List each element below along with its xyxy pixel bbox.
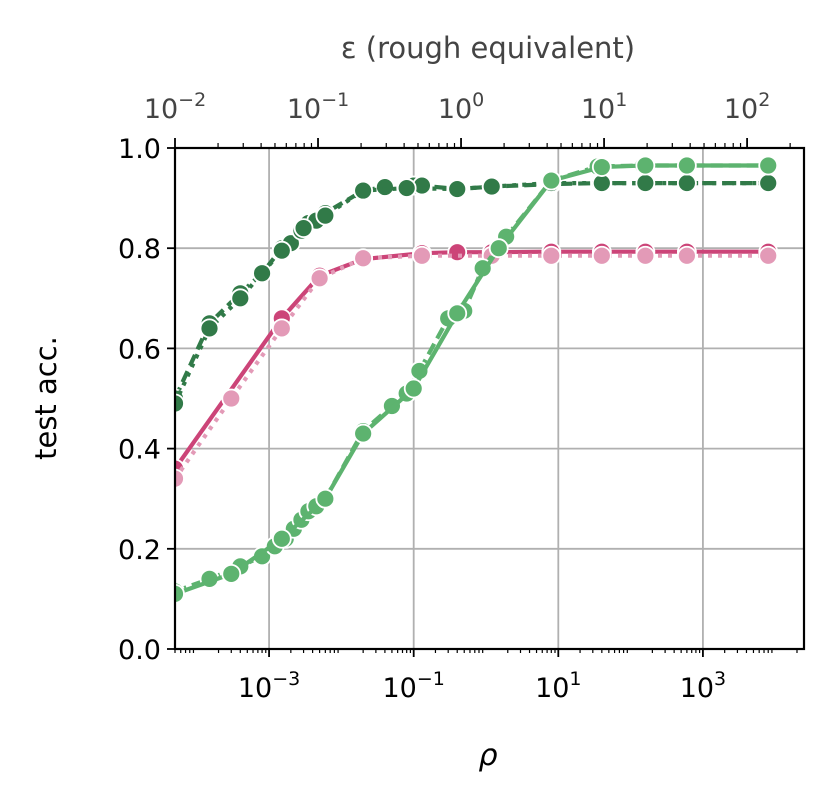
series-3-point — [635, 245, 656, 266]
series-1-point — [447, 179, 468, 199]
x-tick-label: 101 — [535, 668, 581, 704]
series-3-point — [353, 248, 374, 269]
grid — [175, 147, 804, 650]
y-axis-label: test acc. — [29, 336, 63, 460]
series-3-point — [758, 245, 779, 266]
series-5-point — [676, 155, 697, 176]
x-tick-label: 10−3 — [238, 668, 300, 704]
series-3-point — [175, 468, 185, 489]
series-5-point — [541, 170, 562, 191]
series-5-point — [591, 157, 612, 177]
series-4-line — [175, 163, 769, 594]
top-tick-label: 101 — [581, 89, 627, 125]
top-tick-label: 10−1 — [287, 89, 349, 125]
series-1-point — [481, 176, 502, 197]
x-tick-label: 103 — [680, 668, 726, 704]
series-3-point — [412, 245, 432, 266]
series-1-point — [353, 180, 374, 201]
series-1-point — [293, 218, 314, 239]
y-tick-label: 0.8 — [118, 234, 161, 265]
series-1-point — [396, 178, 417, 198]
series-1-point — [271, 240, 292, 261]
series-3-point — [591, 245, 612, 266]
x-axis-label: ρ — [478, 738, 497, 773]
y-tick-label: 0.2 — [118, 535, 161, 566]
series-1-point — [315, 205, 336, 226]
series-5-point — [353, 423, 374, 444]
y-tick-label: 0.0 — [118, 635, 161, 666]
y-tick-label: 1.0 — [118, 134, 161, 165]
series-2-line — [175, 249, 769, 470]
series-1-point — [252, 263, 272, 284]
x-tick-label: 10−1 — [383, 668, 445, 704]
series-3-point — [541, 245, 562, 266]
ticks: 0.0 0.2 0.4 0.6 0.8 1.0 10−3 10−1 101 103 10−2 10−1… — [118, 89, 798, 704]
series-5-point — [403, 378, 424, 399]
series-3-point — [221, 388, 242, 409]
series-1-point — [635, 173, 656, 193]
series-3-point — [309, 268, 330, 289]
series-4 — [175, 155, 779, 602]
top-tick-label: 100 — [438, 89, 484, 125]
series-5-point — [758, 155, 779, 176]
series-5-point — [175, 583, 185, 604]
series-5-point — [271, 528, 292, 549]
series-5-point — [221, 563, 242, 584]
series-3 — [175, 245, 779, 489]
series-5-point — [488, 238, 509, 259]
series-2-point — [447, 242, 468, 263]
series-5-point — [447, 303, 468, 324]
y-tick-label: 0.6 — [118, 334, 161, 365]
series-3-point — [271, 318, 292, 339]
top-tick-label: 102 — [724, 89, 770, 125]
top-tick-label: 10−2 — [144, 89, 206, 125]
series-5 — [175, 155, 779, 604]
series-1-point — [199, 318, 220, 339]
series-clip-group — [175, 155, 779, 604]
series-3-point — [676, 245, 697, 266]
series-1-line — [175, 181, 769, 405]
series-layer — [175, 155, 779, 604]
series-1-point — [230, 288, 251, 309]
plot-frame — [173, 146, 806, 651]
top-axis-label: ε (rough equivalent) — [341, 31, 635, 65]
series-1-point — [676, 173, 697, 193]
y-tick-label: 0.4 — [118, 435, 161, 466]
series-5-line — [175, 163, 769, 596]
series-0-point — [375, 177, 395, 197]
series-1-point — [175, 393, 185, 414]
series-5-point — [315, 488, 336, 509]
series-5-point — [635, 155, 656, 176]
series-1-point — [758, 173, 779, 193]
